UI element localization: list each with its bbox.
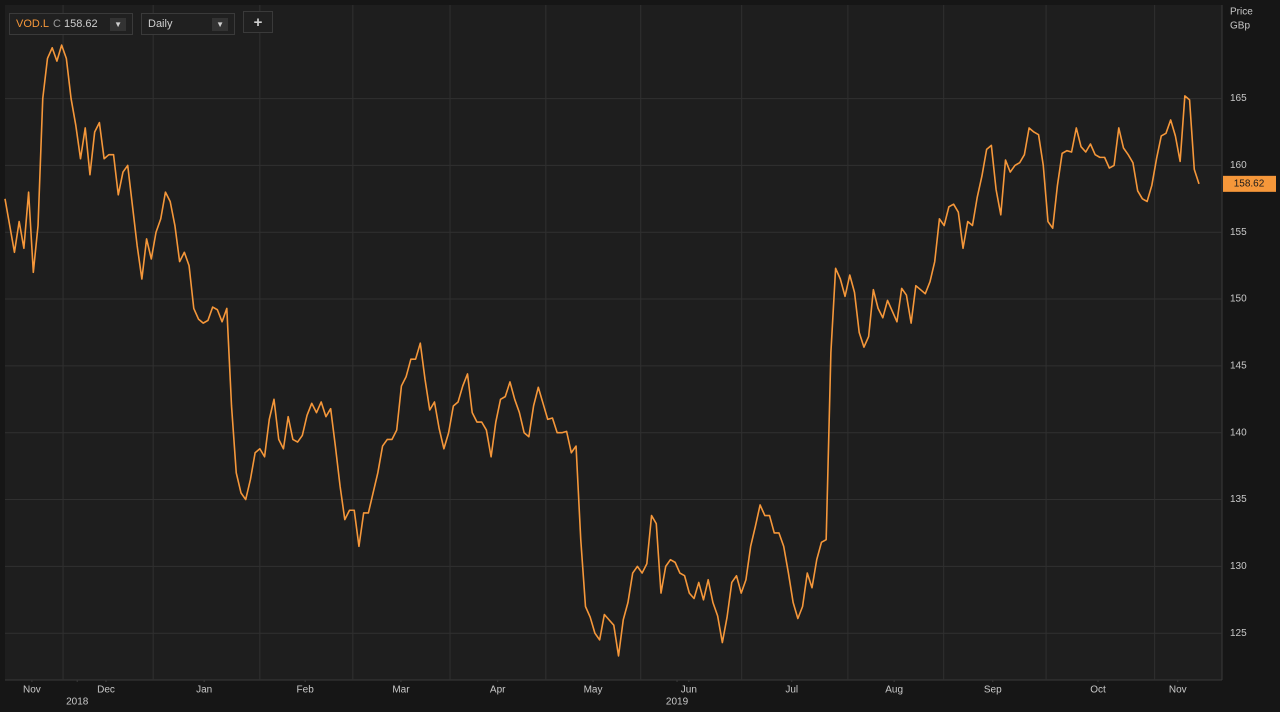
marks: 158.62 — [4, 44, 1276, 657]
x-tick-label: Dec — [97, 685, 115, 696]
x-tick-label: Mar — [392, 685, 410, 696]
last-price-badge — [1223, 175, 1276, 192]
y-tick-label: 150 — [1230, 294, 1247, 305]
x-tick-label: Nov — [23, 685, 41, 696]
grid: 125 130 135 140 145 150 155 160 165 Nov Dec Jan Feb M… — [5, 5, 1247, 708]
x-tick-label: Nov — [1169, 685, 1187, 696]
y-axis-unit: GBp — [1230, 21, 1250, 32]
y-tick-label: 155 — [1230, 227, 1247, 238]
x-tick-label: May — [584, 685, 603, 696]
dropdown-arrow: ▼ — [110, 17, 126, 31]
x-tick-label: Jun — [681, 685, 697, 696]
last-price-label: 158.62 — [1234, 178, 1265, 189]
price-line — [4, 44, 1200, 657]
x-tick-label: Sep — [984, 685, 1002, 696]
toolbar: VOD.L C 158.62 ▼ Daily ▼ + — [9, 11, 273, 37]
y-tick-label: 135 — [1230, 494, 1247, 505]
add-icon: + — [253, 13, 263, 31]
y-tick-label: 160 — [1230, 160, 1247, 171]
last-price: 158.62 — [63, 18, 98, 30]
y-tick-label: 125 — [1230, 628, 1247, 639]
x-tick-label: Feb — [297, 685, 315, 696]
price-type: C — [53, 18, 61, 30]
symbol: VOD.L — [16, 18, 50, 30]
add-button[interactable]: + — [243, 11, 273, 33]
y-tick-label: 145 — [1230, 361, 1247, 372]
dropdown-arrow: ▼ — [212, 17, 228, 31]
year-label: 2019 — [666, 697, 689, 708]
y-tick-label: 140 — [1230, 427, 1247, 438]
x-tick-label: Jan — [196, 685, 212, 696]
y-tick-label: 165 — [1230, 93, 1247, 104]
y-tick-label: 130 — [1230, 561, 1247, 572]
symbol-select[interactable]: VOD.L C 158.62 ▼ — [9, 13, 133, 35]
interval: Daily — [148, 18, 173, 30]
y-axis-label: Price — [1230, 7, 1253, 18]
year-label: 2018 — [66, 697, 89, 708]
x-tick-label: Apr — [490, 685, 506, 696]
x-tick-label: Aug — [885, 685, 903, 696]
plot-area — [5, 5, 1222, 680]
interval-select[interactable]: Daily ▼ — [141, 13, 235, 35]
x-tick-label: Jul — [785, 685, 798, 696]
x-tick-label: Oct — [1090, 685, 1106, 696]
